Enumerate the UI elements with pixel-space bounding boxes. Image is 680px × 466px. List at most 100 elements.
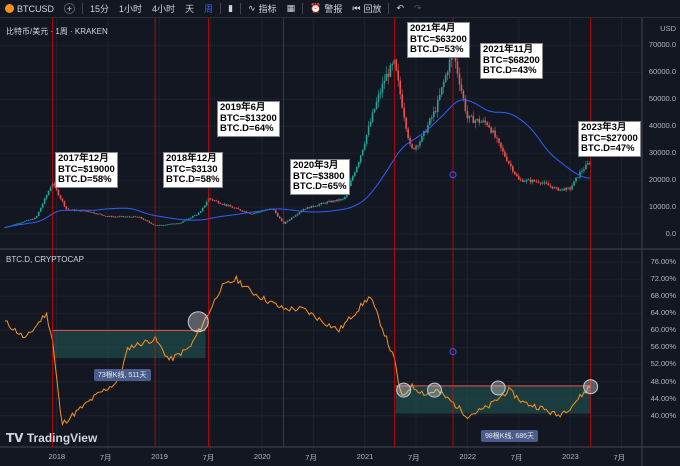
candle-body [371,112,374,122]
interval-4h[interactable]: 4小时 [152,4,176,14]
interval-1h[interactable]: 1小时 [119,4,143,14]
candle-body [352,176,354,181]
candle-body [37,211,40,217]
replay-label: 回放 [363,4,382,14]
add-symbol-button[interactable]: + [64,3,76,14]
candle-body [365,134,368,144]
interval-15m[interactable]: 15分 [90,4,110,14]
candle-body [146,220,149,222]
candle-body [170,223,172,225]
candle-body [201,207,204,212]
candle-body [168,224,170,226]
candle-body [209,198,212,200]
candle-body [377,94,380,102]
symbol-selector[interactable]: BTCUSD [0,0,59,17]
candle-body [162,225,164,226]
candle-body [296,213,299,216]
candle-body [409,138,411,145]
undo-icon[interactable]: ↶ [396,3,405,13]
candle-body [109,216,111,217]
candle-body [43,198,46,204]
candle-body [35,216,38,218]
candle-body [322,202,324,204]
moving-average-line [5,99,590,228]
candle-body [144,219,147,221]
candle-body [158,224,161,226]
annotation-2018-12: 2018年12月 BTC=$3130 BTC.D=58% [163,152,223,188]
candle-body [367,126,370,135]
annotation-2017-12: 2017年12月 BTC=$19000 BTC.D=58% [55,152,118,188]
candle-body [191,216,194,218]
candle-body [197,212,200,215]
candle-body [152,223,155,225]
candle-body [508,161,510,164]
candle-body [284,221,287,224]
candle-body [28,219,30,221]
indicators-button[interactable]: ∿ 指标 [243,0,282,17]
candle-body [515,174,518,177]
candle-body [569,187,571,190]
toolbar-divider [220,3,222,14]
candle-body [539,182,542,184]
interval-1w[interactable]: 周 [204,4,214,14]
candle-body [547,183,550,186]
candle-body [30,219,32,220]
candle-body [478,118,481,123]
replay-button[interactable]: ⏮ 回放 [347,0,386,17]
candle-body [93,212,95,214]
candle-body [432,111,435,118]
time-tick-label: 7月 [202,453,215,462]
highlight-circle [490,380,506,396]
candle-body [164,224,166,226]
chart-canvas[interactable] [0,18,680,466]
candle-body [583,169,585,171]
candle-body [399,80,402,95]
candle-body [114,216,117,218]
candle-body [103,215,105,216]
tradingview-logo[interactable]: 𝗧𝗩 TradingView [6,431,97,445]
candle-body [363,143,366,150]
highlight-circle [187,311,209,333]
dominance-tick-label: 44.00% [650,393,676,403]
candle-body [543,182,546,184]
candle-body [320,202,322,205]
candle-body [195,214,198,216]
candle-body [330,201,332,203]
candle-body [306,207,309,210]
candle-body [391,64,394,66]
candle-body [61,198,64,202]
candle-body [180,222,182,224]
candle-body [482,120,484,122]
indicators-icon: ∿ [248,3,256,13]
candle-body [456,61,459,74]
candle-body [500,142,502,148]
candle-body [359,155,362,163]
bitcoin-icon [5,4,14,13]
candle-body [328,201,330,202]
candle-body [357,162,360,167]
candle-body [326,201,328,204]
candle-body [405,117,407,129]
candle-body [91,212,93,213]
candle-body [140,216,143,219]
candle-style-icon[interactable]: ▮ [228,3,234,13]
candle-body [203,205,206,208]
candle-body [512,166,514,172]
alert-button[interactable]: ⏰ 警报 [305,0,347,17]
candle-body [124,216,127,218]
redo-icon[interactable]: ↷ [414,3,422,13]
candle-body [89,211,91,213]
highlight-circle [396,382,412,398]
interval-1d[interactable]: 天 [185,4,195,14]
candle-body [589,163,591,164]
dominance-tick-label: 72.00% [650,274,676,284]
time-tick-label: 2020 [253,452,271,461]
candle-body [101,214,103,216]
highlight-circle [583,379,599,395]
candle-body [334,200,336,202]
candle-body [280,218,283,221]
layout-grid-icon[interactable]: ▦ [286,3,296,13]
candle-body [480,121,483,123]
candle-body [429,118,431,126]
candle-body [444,75,447,82]
